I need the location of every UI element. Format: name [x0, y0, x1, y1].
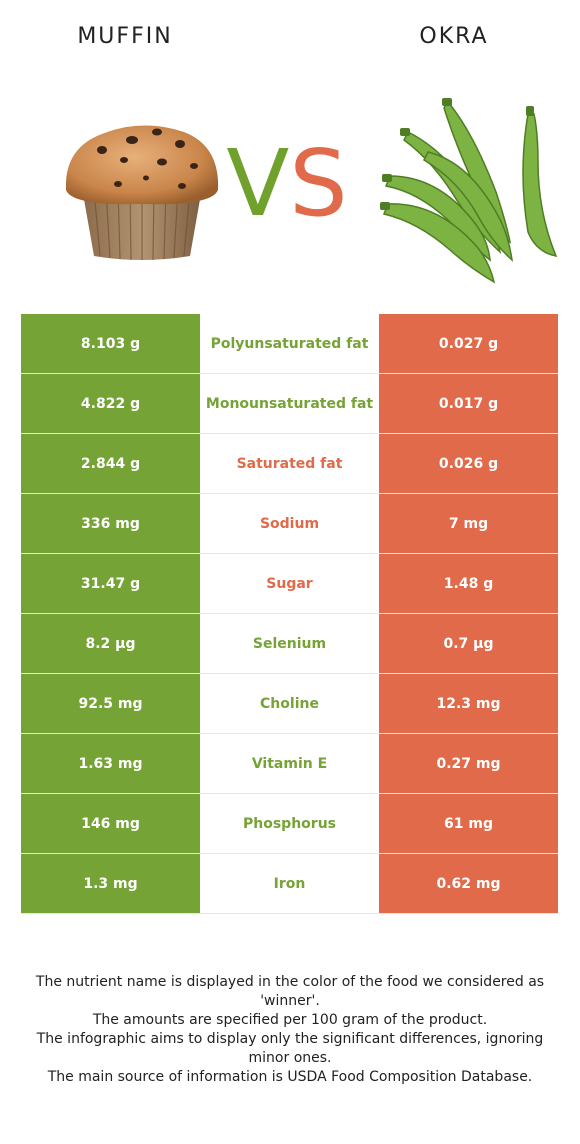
table-row: 31.47 g Sugar 1.48 g [21, 554, 558, 614]
nutrient-name: Iron [200, 854, 379, 914]
muffin-value: 146 mg [21, 794, 200, 854]
footer-line-1: The nutrient name is displayed in the co… [35, 974, 545, 1009]
okra-value: 0.7 µg [379, 614, 558, 674]
muffin-value: 8.2 µg [21, 614, 200, 674]
table-row: 336 mg Sodium 7 mg [21, 494, 558, 554]
nutrient-name: Sugar [200, 554, 379, 614]
nutrient-name: Phosphorus [200, 794, 379, 854]
table-row: 4.822 g Monounsaturated fat 0.017 g [21, 374, 558, 434]
nutrient-name: Vitamin E [200, 734, 379, 794]
muffin-value: 1.63 mg [21, 734, 200, 794]
footer-line-4: The main source of information is USDA F… [47, 1069, 533, 1085]
okra-value: 7 mg [379, 494, 558, 554]
nutrient-name: Saturated fat [200, 434, 379, 494]
okra-value: 0.27 mg [379, 734, 558, 794]
okra-image [380, 98, 558, 284]
muffin-value: 1.3 mg [21, 854, 200, 914]
table-row: 146 mg Phosphorus 61 mg [21, 794, 558, 854]
nutrient-name: Choline [200, 674, 379, 734]
okra-value: 0.017 g [379, 374, 558, 434]
okra-value: 0.62 mg [379, 854, 558, 914]
table-row: 92.5 mg Choline 12.3 mg [21, 674, 558, 734]
table-row: 1.63 mg Vitamin E 0.27 mg [21, 734, 558, 794]
okra-value: 0.026 g [379, 434, 558, 494]
footer-line-3: The infographic aims to display only the… [36, 1031, 544, 1066]
okra-value: 61 mg [379, 794, 558, 854]
muffin-value: 31.47 g [21, 554, 200, 614]
okra-value: 1.48 g [379, 554, 558, 614]
food-title-muffin: MUFFIN [77, 24, 173, 49]
nutrient-name: Selenium [200, 614, 379, 674]
table-row: 2.844 g Saturated fat 0.026 g [21, 434, 558, 494]
nutrient-table: 8.103 g Polyunsaturated fat 0.027 g 4.822 g… [21, 314, 558, 914]
muffin-value: 8.103 g [21, 314, 200, 374]
table-row: 8.2 µg Selenium 0.7 µg [21, 614, 558, 674]
vs-label: VS [226, 130, 348, 237]
nutrient-name: Sodium [200, 494, 379, 554]
okra-value: 0.027 g [379, 314, 558, 374]
muffin-value: 92.5 mg [21, 674, 200, 734]
nutrient-name: Monounsaturated fat [200, 374, 379, 434]
table-row: 8.103 g Polyunsaturated fat 0.027 g [21, 314, 558, 374]
footer-notes: The nutrient name is displayed in the co… [18, 973, 562, 1087]
muffin-value: 2.844 g [21, 434, 200, 494]
food-title-okra: OKRA [419, 24, 489, 49]
table-row: 1.3 mg Iron 0.62 mg [21, 854, 558, 914]
muffin-value: 4.822 g [21, 374, 200, 434]
muffin-image [65, 125, 219, 261]
nutrient-name: Polyunsaturated fat [200, 314, 379, 374]
footer-line-2: The amounts are specified per 100 gram o… [92, 1012, 488, 1028]
okra-value: 12.3 mg [379, 674, 558, 734]
muffin-value: 336 mg [21, 494, 200, 554]
